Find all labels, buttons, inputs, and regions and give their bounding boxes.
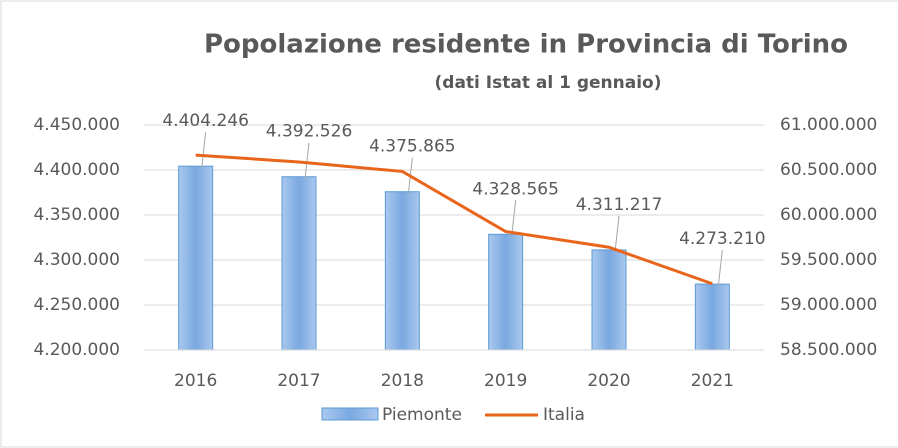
data-label: 4.375.865 [369,137,456,157]
y2-tick-label: 60.000.000 [780,205,877,225]
y-tick-label: 4.400.000 [33,160,120,180]
legend-label: Italia [543,405,585,425]
y2-tick-label: 58.500.000 [780,340,877,360]
x-tick-label: 2018 [381,371,424,391]
x-tick-label: 2016 [174,371,217,391]
data-label: 4.328.565 [472,179,559,199]
y2-tick-label: 61.000.000 [780,115,877,135]
label-leader [511,200,517,237]
bar [591,249,627,351]
x-tick-label: 2021 [691,371,734,391]
label-leader [614,215,620,252]
line [195,153,713,286]
chart-title: Popolazione residente in Provincia di To… [204,30,848,60]
y2-tick-label: 59.000.000 [780,295,877,315]
label-leader [304,142,310,179]
bar [281,176,317,351]
bar [384,191,420,351]
x-tick-label: 2020 [587,371,630,391]
data-label: 4.311.217 [576,195,663,215]
label-leader [717,250,723,287]
legend-swatch [321,407,379,421]
y-tick-label: 4.250.000 [33,295,120,315]
chart-subtitle: (dati Istat al 1 gennaio) [435,73,662,93]
y-tick-label: 4.300.000 [33,250,120,270]
y-tick-label: 4.350.000 [33,205,120,225]
y-tick-label: 4.450.000 [33,115,120,135]
data-label: 4.273.210 [679,229,766,249]
data-label: 4.392.526 [266,122,353,142]
bar [178,165,214,351]
bar [694,283,730,351]
x-tick-label: 2019 [484,371,527,391]
data-label: 4.404.246 [162,111,249,131]
y-tick-label: 4.200.000 [33,340,120,360]
legend-label: Piemonte [382,405,462,425]
y2-tick-label: 60.500.000 [780,160,877,180]
label-leader [201,132,207,169]
bar [488,233,524,351]
x-tick-label: 2017 [277,371,320,391]
y2-tick-label: 59.500.000 [780,250,877,270]
